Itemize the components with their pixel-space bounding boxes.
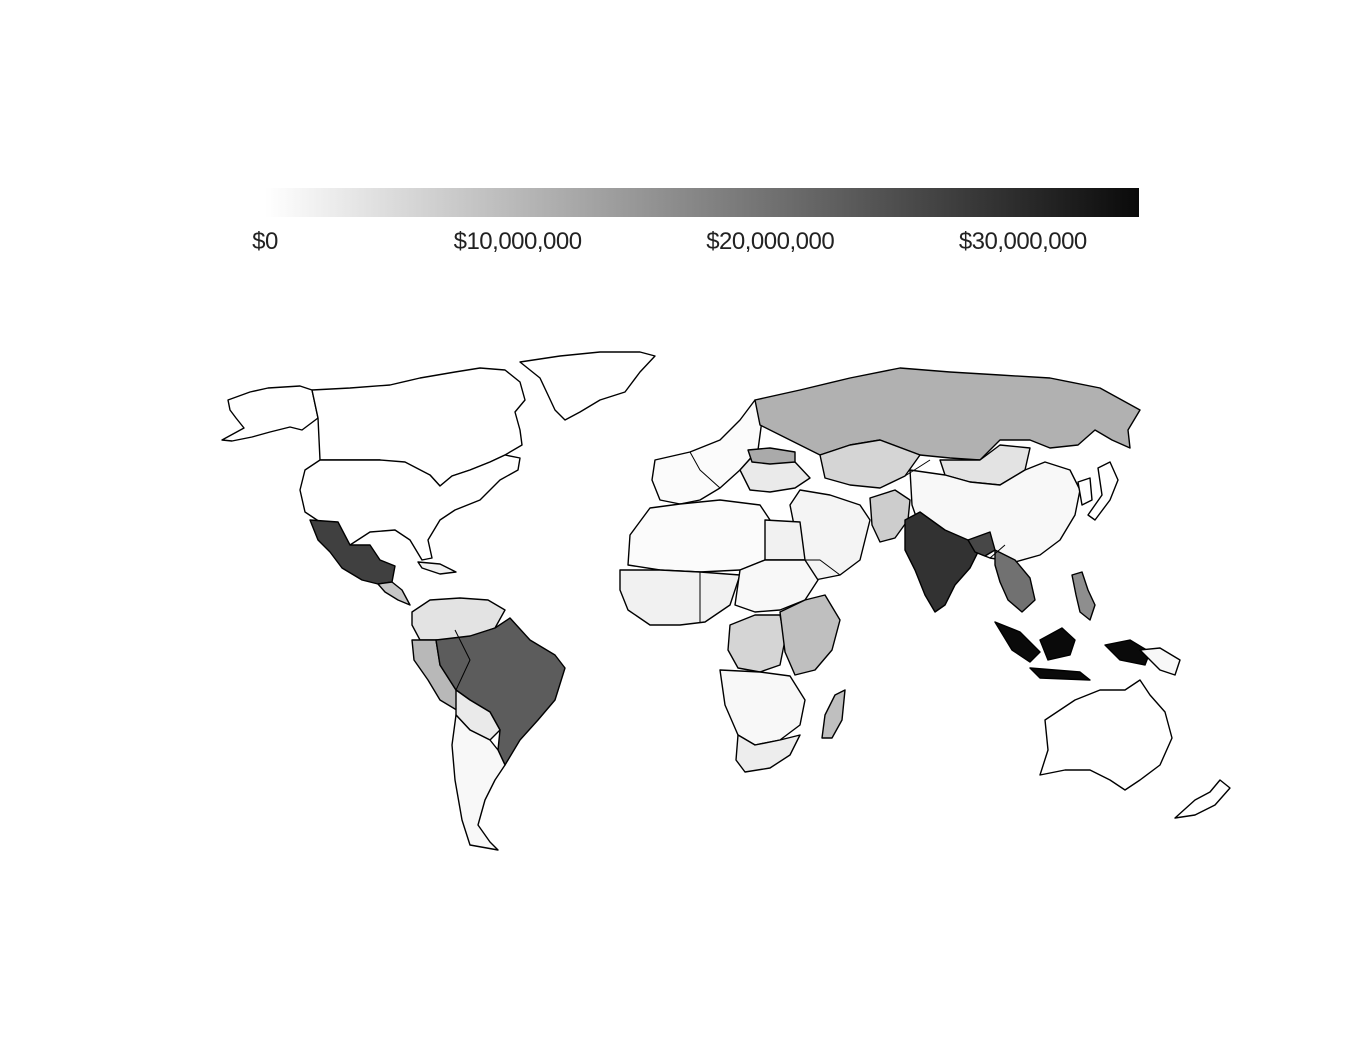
region-cuba	[417, 561, 457, 575]
region-papua-new-guinea	[1139, 647, 1181, 676]
region-philippines	[1071, 571, 1096, 621]
region-bangladesh	[967, 531, 996, 557]
legend-tick-label: $20,000,000	[706, 228, 835, 255]
region-egypt	[764, 519, 806, 561]
region-russia	[754, 367, 1141, 461]
region-madagascar	[821, 689, 846, 739]
region-indonesia	[994, 621, 1151, 681]
region-central-america	[377, 581, 411, 606]
region-alaska	[221, 385, 319, 442]
region-argentina-chile	[451, 714, 506, 851]
world-choropleth-map	[221, 351, 1231, 851]
region-south-africa	[735, 734, 801, 773]
legend-tick-label: $10,000,000	[453, 228, 582, 255]
region-north-africa	[627, 499, 771, 573]
region-southeast-asia-mainland	[994, 549, 1036, 613]
legend-tick-label: $30,000,000	[958, 228, 1087, 255]
region-southern-africa	[719, 669, 806, 746]
region-west-africa	[619, 569, 741, 626]
region-pakistan-afghanistan	[869, 489, 911, 543]
region-east-africa	[779, 594, 841, 676]
legend-tick-label: $0	[252, 228, 278, 255]
country-borders	[454, 451, 1006, 691]
legend-gradient-bar	[265, 188, 1139, 217]
region-australia	[1039, 679, 1173, 791]
region-western-europe	[651, 399, 763, 505]
region-ukraine	[747, 447, 796, 465]
color-legend: $0 $10,000,000 $20,000,000 $30,000,000	[0, 0, 1350, 300]
region-new-zealand	[1174, 779, 1231, 819]
region-korea	[1077, 477, 1093, 506]
region-greenland	[519, 351, 656, 421]
region-india	[904, 511, 981, 613]
region-japan	[1087, 461, 1119, 521]
region-drc	[727, 614, 786, 673]
